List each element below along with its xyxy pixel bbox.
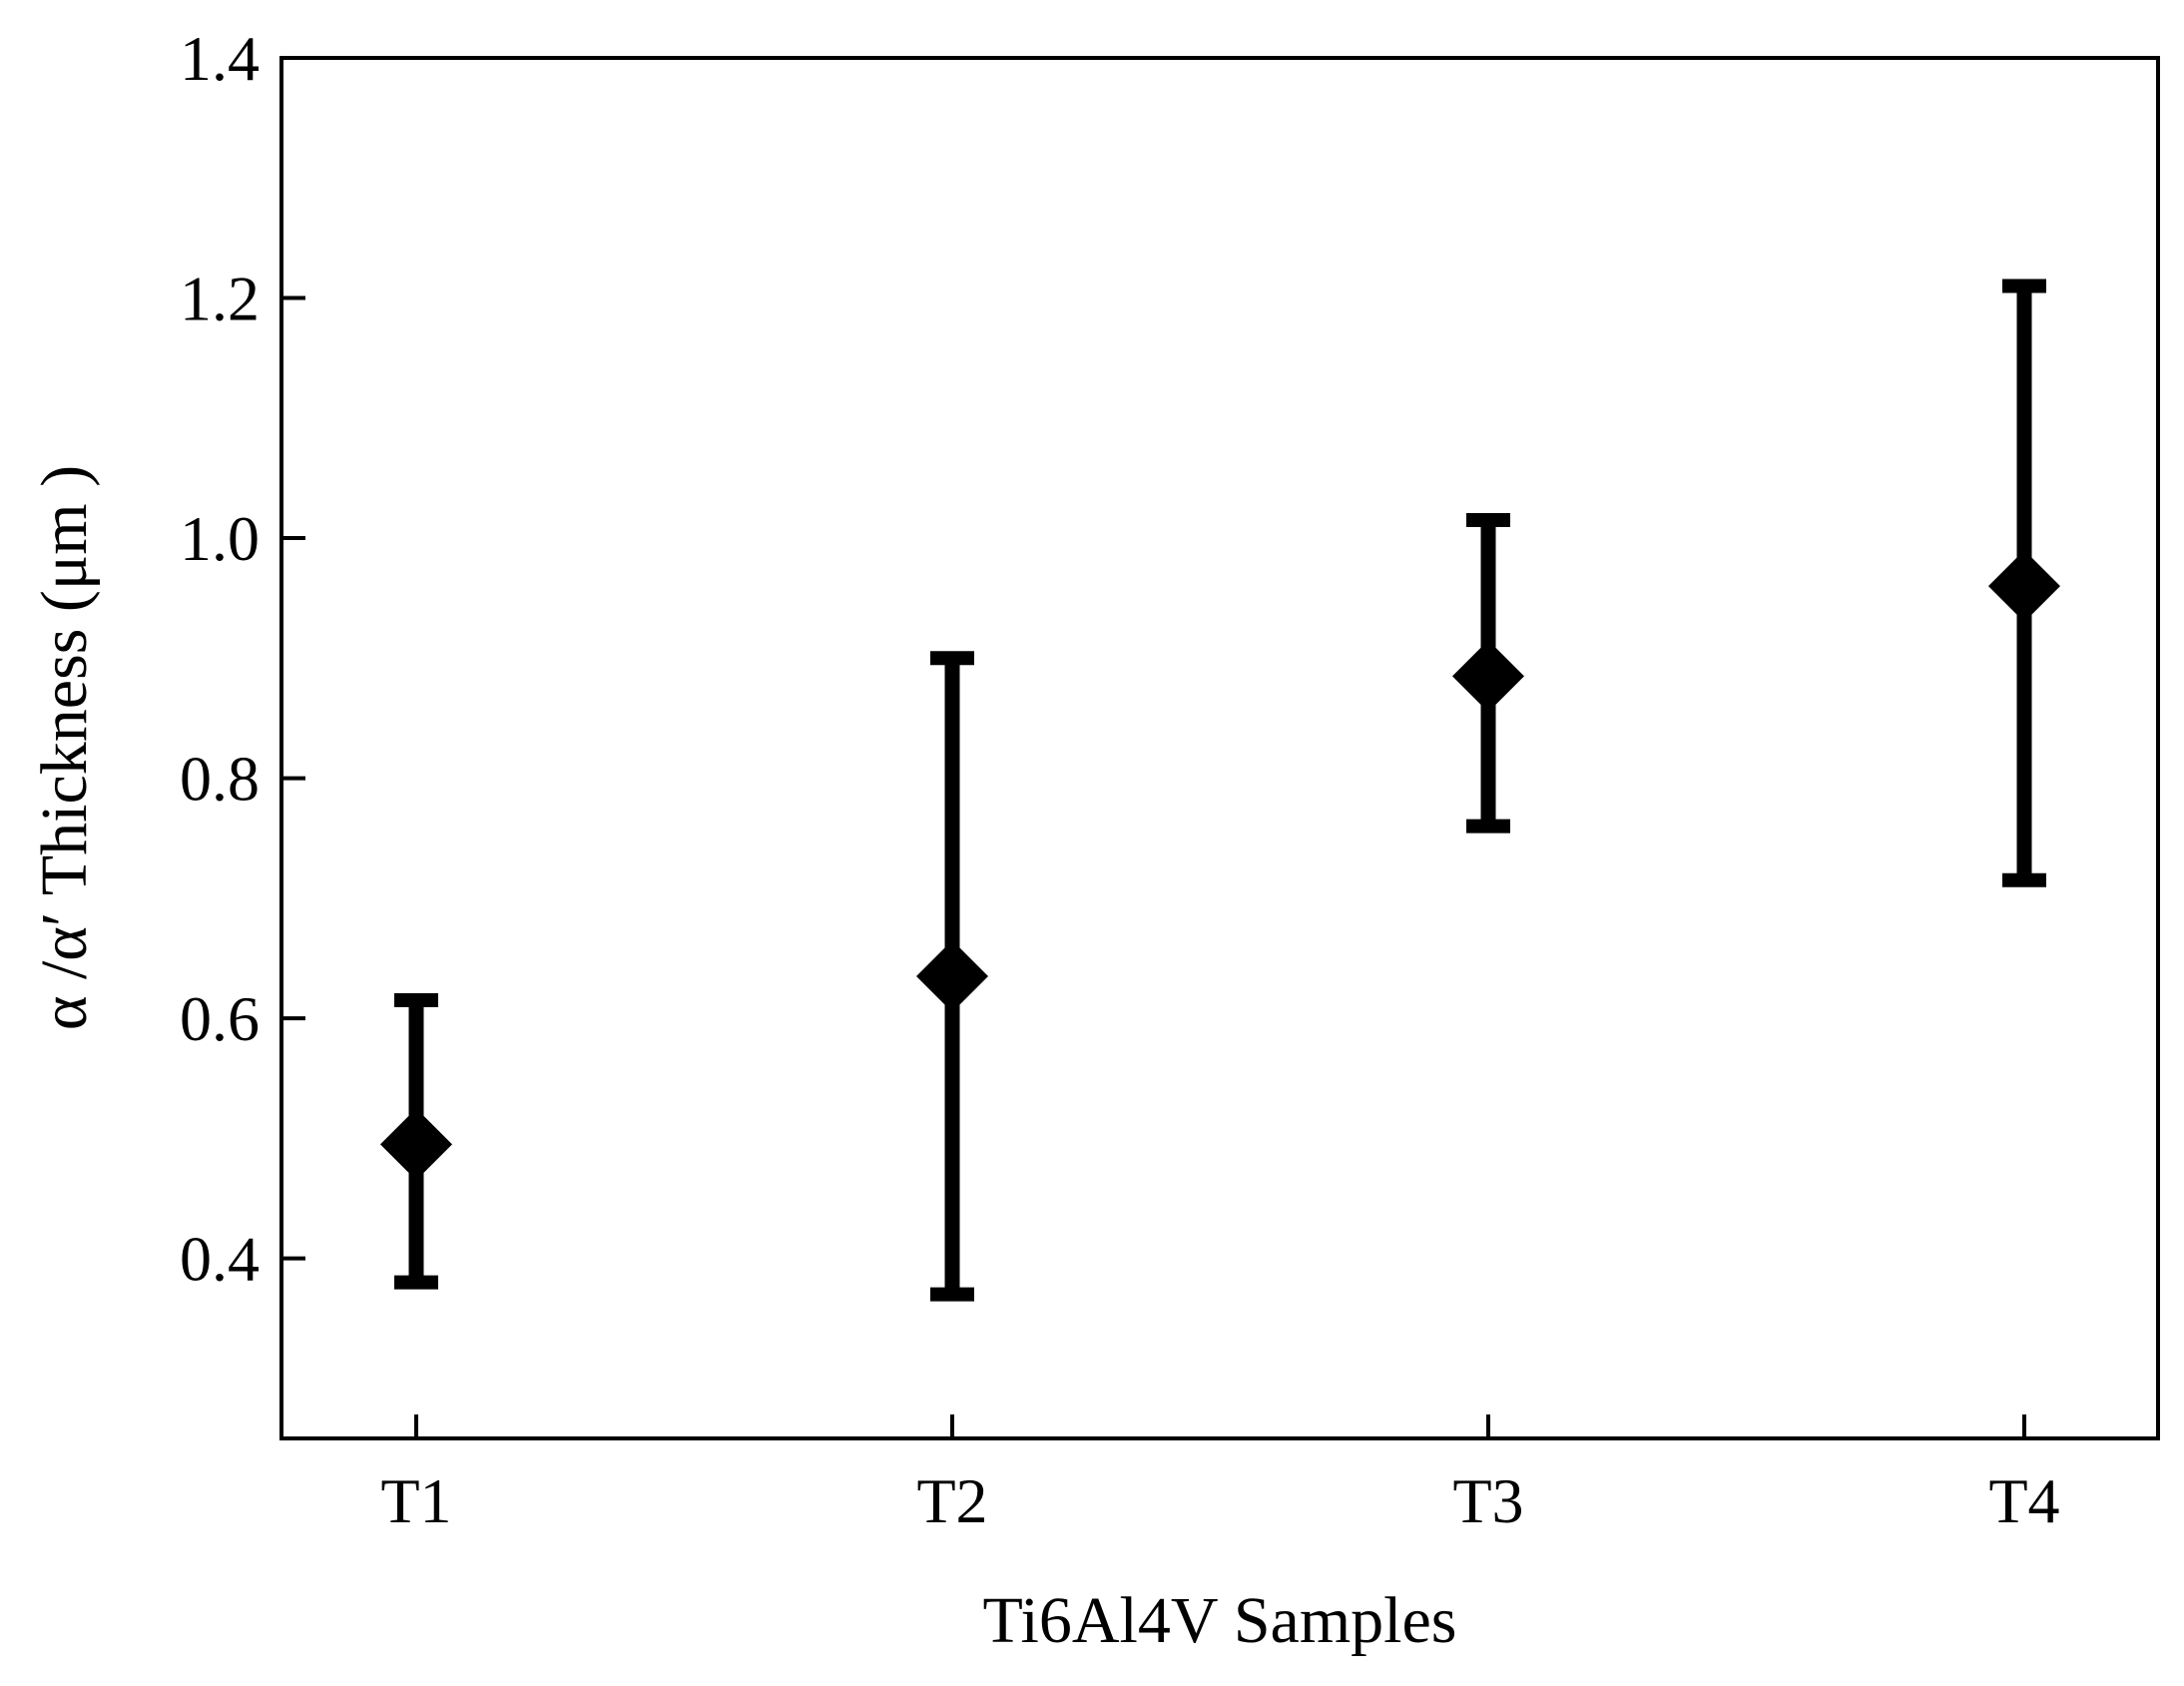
x-tick-label: T1 <box>380 1465 451 1536</box>
x-tick-label: T2 <box>916 1465 987 1536</box>
y-tick-label: 0.6 <box>180 983 260 1054</box>
y-tick-label: 1.4 <box>180 23 260 94</box>
y-axis-ticks: 0.4 0.6 0.8 1.0 1.2 1.4 <box>180 23 305 1295</box>
x-axis-ticks: T1 T2 T3 T4 <box>380 1414 2060 1536</box>
data-point-diamond <box>916 939 988 1012</box>
x-axis-label: Ti6Al4V Samples <box>983 1584 1457 1657</box>
x-tick-label: T4 <box>1988 1465 2059 1536</box>
y-tick-label: 0.4 <box>180 1224 260 1295</box>
data-point-diamond <box>1988 550 2060 623</box>
y-tick-label: 1.2 <box>180 264 260 334</box>
x-tick-label: T3 <box>1452 1465 1523 1536</box>
plot-area-frame <box>279 56 2160 1440</box>
y-tick-label: 0.8 <box>180 744 260 815</box>
data-point-diamond <box>1452 640 1524 713</box>
data-marks <box>380 279 2060 1302</box>
data-point-diamond <box>380 1108 452 1181</box>
y-tick-label: 1.0 <box>180 503 260 574</box>
y-axis-label: α /α′ Thickness (μm ) <box>28 465 101 1030</box>
